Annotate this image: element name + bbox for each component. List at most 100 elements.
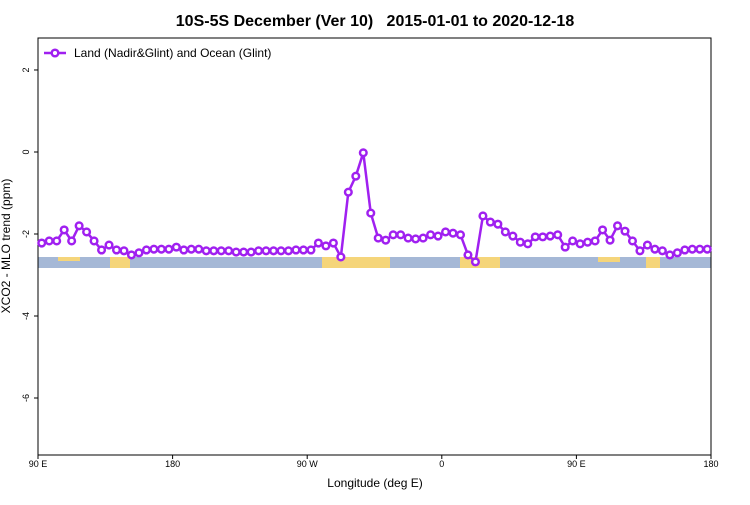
series-line bbox=[41, 152, 708, 265]
data-point bbox=[67, 236, 77, 246]
data-point bbox=[134, 248, 144, 258]
data-point bbox=[627, 236, 638, 246]
data-point bbox=[568, 236, 578, 246]
data-point bbox=[665, 250, 675, 260]
x-tick-label: 90 E bbox=[567, 459, 586, 469]
data-point bbox=[97, 245, 107, 255]
y-tick-label: 2 bbox=[21, 67, 31, 72]
data-point bbox=[373, 233, 383, 243]
x-tick-label: 0 bbox=[439, 459, 444, 469]
data-point bbox=[37, 238, 47, 248]
data-point bbox=[209, 246, 219, 256]
legend-label: Land (Nadir&Glint) and Ocean (Glint) bbox=[74, 46, 271, 60]
data-point bbox=[246, 247, 256, 257]
data-point bbox=[553, 230, 563, 240]
data-point bbox=[298, 245, 309, 255]
data-point bbox=[515, 237, 525, 247]
data-point bbox=[313, 238, 323, 248]
data-point bbox=[657, 246, 667, 256]
data-point bbox=[575, 239, 585, 249]
x-axis-label: Longitude (deg E) bbox=[327, 476, 422, 490]
data-point bbox=[433, 231, 443, 241]
data-point bbox=[141, 245, 151, 255]
data-point bbox=[74, 221, 84, 231]
data-point bbox=[455, 230, 466, 240]
data-point bbox=[358, 148, 368, 158]
data-point bbox=[493, 219, 503, 229]
data-point bbox=[164, 244, 174, 254]
y-tick-label: -2 bbox=[21, 230, 31, 238]
data-point bbox=[276, 246, 286, 256]
data-point bbox=[508, 231, 518, 241]
data-point bbox=[381, 235, 391, 245]
data-point bbox=[59, 225, 69, 235]
data-point bbox=[261, 246, 271, 256]
data-point bbox=[545, 231, 555, 241]
data-point bbox=[485, 217, 495, 227]
data-point bbox=[635, 246, 645, 256]
data-point bbox=[194, 244, 204, 254]
data-point bbox=[612, 221, 623, 231]
x-tick-label: 90 E bbox=[29, 459, 48, 469]
data-point bbox=[328, 238, 338, 248]
data-point bbox=[642, 240, 652, 250]
data-point bbox=[201, 246, 211, 256]
data-point bbox=[396, 230, 406, 240]
data-point bbox=[448, 228, 458, 238]
data-point bbox=[343, 187, 353, 197]
data-point bbox=[283, 246, 294, 256]
data-point bbox=[560, 242, 570, 252]
y-tick-label: -6 bbox=[21, 394, 31, 402]
data-point bbox=[538, 232, 548, 242]
data-point bbox=[231, 247, 241, 257]
data-point bbox=[104, 240, 114, 250]
data-point bbox=[403, 233, 413, 243]
data-point bbox=[620, 226, 630, 236]
data-point bbox=[478, 211, 488, 221]
data-point bbox=[605, 235, 615, 245]
data-point bbox=[680, 245, 690, 255]
data-point bbox=[149, 244, 159, 254]
data-point bbox=[583, 237, 593, 247]
data-point bbox=[156, 244, 166, 254]
x-tick-label: 180 bbox=[703, 459, 718, 469]
chart-title: 10S-5S December (Ver 10) 2015-01-01 to 2… bbox=[176, 13, 575, 30]
data-point bbox=[687, 244, 697, 254]
data-point bbox=[186, 244, 196, 254]
data-point bbox=[523, 239, 533, 249]
data-point bbox=[321, 241, 331, 251]
data-point bbox=[426, 230, 436, 240]
data-point bbox=[239, 247, 249, 257]
data-point bbox=[171, 242, 181, 252]
x-tick-label: 180 bbox=[165, 459, 180, 469]
data-point bbox=[82, 227, 92, 237]
y-axis-label: XCO2 - MLO trend (ppm) bbox=[0, 179, 13, 314]
data-point bbox=[463, 250, 473, 260]
data-point bbox=[126, 250, 137, 260]
data-point bbox=[111, 245, 122, 255]
data-point bbox=[119, 246, 129, 256]
data-point bbox=[411, 234, 421, 244]
plot-frame bbox=[37, 37, 712, 456]
data-point bbox=[590, 236, 600, 246]
data-point bbox=[291, 245, 301, 255]
data-point bbox=[306, 245, 316, 255]
data-point bbox=[695, 244, 705, 254]
data-point bbox=[598, 225, 608, 235]
data-point bbox=[351, 171, 361, 181]
data-point bbox=[52, 236, 62, 246]
data-point bbox=[254, 246, 264, 256]
data-point bbox=[470, 257, 481, 267]
data-point bbox=[702, 244, 712, 254]
data-point bbox=[672, 248, 682, 258]
data-point bbox=[224, 246, 234, 256]
data-point bbox=[179, 245, 189, 255]
y-tick-label: 0 bbox=[21, 149, 31, 154]
data-point bbox=[366, 208, 376, 218]
legend-marker bbox=[50, 48, 60, 58]
data-point bbox=[440, 227, 451, 237]
data-point bbox=[388, 230, 398, 240]
data-point bbox=[500, 227, 510, 237]
data-point bbox=[269, 246, 279, 256]
